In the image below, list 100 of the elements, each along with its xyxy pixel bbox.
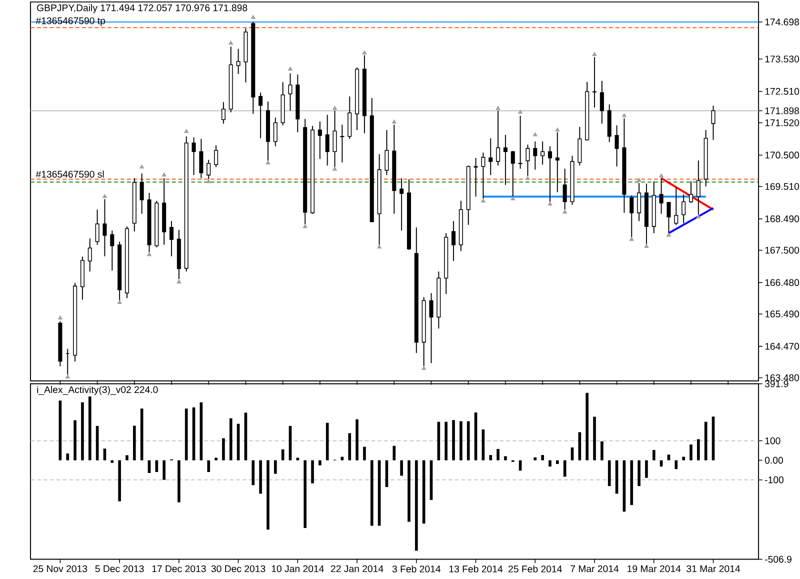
candlestick [488,138,493,176]
bar [444,422,448,461]
point [510,196,516,200]
point [140,164,144,169]
candlestick [169,220,174,257]
candlestick [214,144,218,168]
candlestick [199,138,204,179]
point [250,15,256,20]
candlestick [688,181,694,204]
bar [259,460,262,494]
bar [356,420,358,461]
bar [207,460,210,472]
x-tick-label: 13 Feb 2014 [449,566,503,573]
candlestick [192,137,196,176]
candlestick [452,220,456,262]
candlestick [273,117,278,147]
point [666,232,671,237]
bar [460,421,462,461]
candlestick [110,230,114,272]
candlestick [592,56,597,108]
bar [363,447,366,461]
candlestick [474,158,478,198]
point [162,172,166,177]
bar [214,458,218,461]
point [532,132,538,136]
candlestick [95,209,100,246]
bar [252,460,255,486]
x-tick-label: 17 Dec 2013 [152,566,206,572]
candlestick [236,48,240,75]
candlestick [540,141,545,166]
bar [348,433,352,461]
chart-title: i_Alex_Activity(3)_v02 224.0 [37,386,158,396]
point [176,280,182,284]
candlestick [88,238,92,272]
point [65,374,70,379]
x-tick-label: 5 Dec 2013 [95,566,144,572]
bar [630,460,634,506]
ref-line-label: #1365467590 sl [36,170,104,178]
bar [452,420,455,461]
chart-title: GBPJPY,Daily 171.494 172.057 170.976 171.898 [37,4,248,14]
bar [593,416,596,461]
candlestick [429,292,434,364]
point [525,176,530,180]
point [518,110,523,114]
candlestick [288,73,292,112]
bar [548,460,552,467]
point [206,179,211,184]
x-tick-label: 7 Mar 2014 [570,566,619,572]
y-tick-label: 171.898 [765,108,800,114]
y-tick-label: 163.480 [765,374,800,382]
bar [415,460,418,551]
candlestick [340,124,344,164]
point [562,210,568,214]
y-tick-label: 173.530 [765,56,800,63]
bar [81,402,84,461]
point [302,224,308,228]
point [377,244,382,249]
bar [126,455,128,461]
bar [222,438,225,461]
bar [586,393,589,461]
x-tick-label: 3 Feb 2014 [392,566,441,573]
candlestick [496,110,500,166]
y-tick-label: 170.500 [765,152,800,159]
candlestick [140,173,144,214]
point [58,316,62,320]
bar [608,460,611,486]
y-tick-label: 164.470 [765,343,800,350]
bar [274,460,277,474]
candlestick [600,80,604,124]
bar [370,460,374,526]
candlestick [614,125,619,168]
y-tick-label: 171.520 [765,120,800,126]
bar [697,439,700,461]
candlestick [637,182,642,222]
bar [408,460,410,522]
bar [229,418,232,461]
bar [682,457,685,461]
point [102,194,107,198]
candlestick [682,194,686,224]
point [555,128,560,132]
bar [311,460,314,484]
candlestick [318,121,322,160]
y-tick-label: 166.480 [765,279,800,286]
y-tick-label: 174.698 [765,18,800,26]
bar [541,455,544,461]
bar [400,460,403,476]
y-tick-label: 169.510 [765,183,800,190]
y-tick-label: 100 [765,438,780,444]
bar [690,444,692,461]
bar [326,423,329,461]
point [228,40,234,45]
bar [88,396,92,461]
y-tick-label: 172.510 [765,88,800,95]
point [636,178,642,182]
point [392,120,396,124]
point [622,113,626,118]
candlestick [533,141,538,170]
candlestick [221,102,226,124]
candlestick [518,116,522,170]
bar [110,460,114,464]
